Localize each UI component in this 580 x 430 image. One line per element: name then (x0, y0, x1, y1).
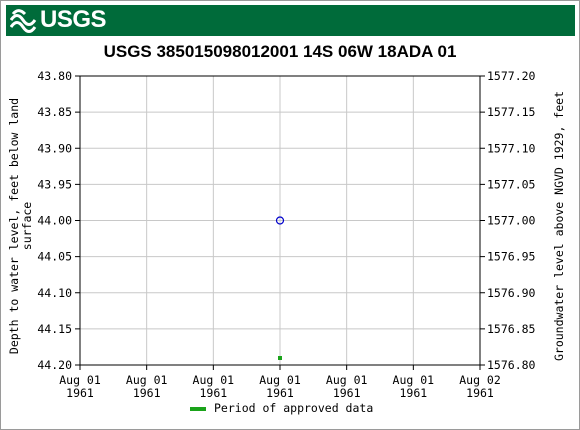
x-tick-label-year: 1961 (133, 386, 161, 400)
y-tick-label-right: 1577.15 (487, 105, 535, 119)
y-tick-label-left: 44.15 (37, 322, 72, 336)
y-tick-label-left: 44.20 (37, 358, 72, 372)
y-tick-label-right: 1576.90 (487, 286, 536, 300)
x-tick-label-date: Aug 01 (126, 373, 168, 387)
y-axis-left-label-line1: Depth to water level, feet below land (7, 98, 21, 354)
y-tick-label-left: 43.95 (37, 177, 72, 191)
x-tick-label-year: 1961 (266, 386, 294, 400)
y-tick-label-left: 44.10 (37, 286, 72, 300)
y-tick-label-left: 43.80 (37, 69, 72, 83)
y-tick-label-left: 44.00 (37, 214, 72, 228)
y-tick-label-right: 1577.05 (487, 177, 535, 191)
x-tick-label-date: Aug 01 (259, 373, 301, 387)
legend-swatch-approved (190, 407, 206, 411)
usgs-logo-icon (10, 9, 37, 33)
legend-label-approved: Period of approved data (214, 401, 374, 415)
approved-period-mark (278, 356, 282, 360)
tick-labels: 43.80 1577.20 43.85 1577.15 43.90 1577.10 43.9… (37, 69, 535, 400)
x-tick-label-year: 1961 (466, 386, 494, 400)
x-tick-label-date: Aug 02 (459, 373, 501, 387)
x-tick-label-date: Aug 01 (326, 373, 368, 387)
y-tick-label-right: 1577.10 (487, 141, 536, 155)
x-tick-label-year: 1961 (66, 386, 94, 400)
y-tick-label-right: 1577.00 (487, 214, 536, 228)
usgs-banner: USGS (6, 5, 575, 36)
y-axis-right-label: Groundwater level above NGVD 1929, feet (552, 91, 566, 361)
grid-lines (80, 76, 480, 365)
x-tick-label-date: Aug 01 (59, 373, 101, 387)
y-tick-label-right: 1577.20 (487, 69, 536, 83)
y-tick-label-left: 43.85 (37, 105, 72, 119)
y-tick-label-right: 1576.95 (487, 250, 535, 264)
y-tick-label-right: 1576.80 (487, 358, 536, 372)
chart-title: USGS 385015098012001 14S 06W 18ADA 01 (103, 42, 457, 61)
y-tick-label-left: 44.05 (37, 250, 72, 264)
usgs-logo-text: USGS (40, 6, 107, 33)
x-tick-label-date: Aug 01 (193, 373, 235, 387)
x-tick-label-year: 1961 (399, 386, 427, 400)
y-tick-label-left: 43.90 (37, 141, 72, 155)
x-tick-label-year: 1961 (333, 386, 361, 400)
x-tick-label-year: 1961 (199, 386, 227, 400)
y-tick-label-right: 1576.85 (487, 322, 535, 336)
data-marks (275, 216, 285, 360)
data-point (275, 216, 285, 225)
x-tick-label-date: Aug 01 (393, 373, 435, 387)
y-axis-left-label-line2: surface (20, 202, 34, 251)
